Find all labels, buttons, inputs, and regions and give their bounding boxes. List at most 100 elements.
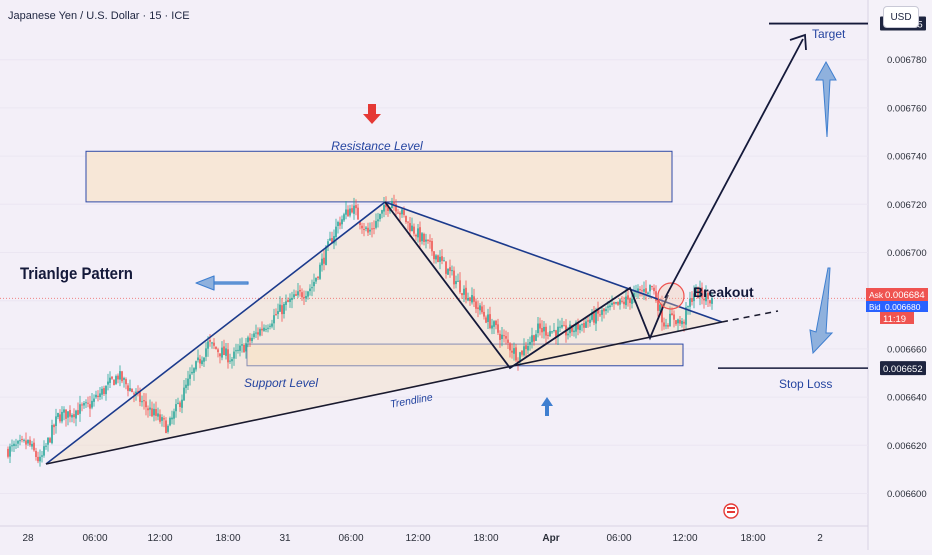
candle-body <box>603 308 605 312</box>
candle-body <box>265 328 267 330</box>
candle-body <box>109 377 111 383</box>
candle-body <box>649 284 651 292</box>
candle-body <box>531 335 533 343</box>
candle-body <box>245 343 247 352</box>
candle-body <box>637 288 639 292</box>
breakout-circle <box>657 282 685 310</box>
candle-body <box>171 417 173 420</box>
candle-body <box>49 438 51 443</box>
candle-body <box>297 291 299 296</box>
candle-body <box>41 455 43 457</box>
candle-body <box>325 246 327 265</box>
candle-body <box>397 212 399 214</box>
stop-loss-label: Stop Loss <box>779 377 832 391</box>
candle-body <box>571 325 573 332</box>
candle-body <box>173 411 175 419</box>
candle-body <box>659 304 661 312</box>
candle-body <box>125 379 127 385</box>
candle-body <box>115 376 117 384</box>
candle-body <box>59 414 61 422</box>
candle-body <box>313 281 315 287</box>
candle-body <box>19 440 21 442</box>
candle-body <box>599 314 601 316</box>
candle-body <box>319 264 321 279</box>
stop-price-tag <box>880 361 926 376</box>
candle-body <box>263 327 265 331</box>
ask-value: 0.006684 <box>885 290 925 301</box>
big-up-arrow <box>815 60 837 138</box>
candle-body <box>553 330 555 332</box>
candle-body <box>213 342 215 346</box>
candle-body <box>187 378 189 386</box>
candle-body <box>583 323 585 328</box>
candle-body <box>219 353 221 357</box>
candle-body <box>695 286 697 293</box>
candle-body <box>339 222 341 226</box>
candle-body <box>257 332 259 335</box>
y-tick-label: 0.006620 <box>887 441 927 452</box>
candle-body <box>673 314 675 320</box>
candle-body <box>111 376 113 379</box>
candle-body <box>47 437 49 445</box>
candle-body <box>167 425 169 432</box>
x-tick-label: 06:00 <box>338 533 363 544</box>
candle-body <box>15 444 17 446</box>
candle-body <box>39 456 41 462</box>
candle-body <box>103 388 105 394</box>
candle-body <box>355 205 357 209</box>
candle-body <box>669 313 671 327</box>
candle-body <box>541 328 543 333</box>
candle-body <box>699 287 701 298</box>
candle-body <box>581 324 583 326</box>
candle-body <box>489 314 491 329</box>
candle-body <box>211 342 213 344</box>
candle-body <box>37 456 39 462</box>
candle-body <box>285 301 287 305</box>
candle-body <box>179 402 181 407</box>
candle-body <box>513 348 515 354</box>
candle-body <box>683 321 685 324</box>
candle-body <box>221 347 223 358</box>
candle-body <box>609 305 611 308</box>
candle-body <box>539 323 541 329</box>
candle-body <box>123 378 125 380</box>
candle-body <box>527 345 529 351</box>
candle-body <box>703 298 705 301</box>
candle-body <box>607 306 609 308</box>
candle-body <box>643 289 645 292</box>
candle-body <box>93 398 95 402</box>
candle-body <box>209 340 211 342</box>
candle-body <box>511 350 513 353</box>
candle-body <box>279 304 281 312</box>
candle-body <box>589 319 591 323</box>
candle-body <box>413 226 415 234</box>
candle-body <box>307 291 309 297</box>
candle-body <box>407 221 409 223</box>
x-tick-label: 12:00 <box>405 533 430 544</box>
candle-body <box>525 345 527 350</box>
projection-arrow-line <box>664 38 804 299</box>
candle-body <box>585 321 587 328</box>
candle-body <box>169 417 171 426</box>
currency-button[interactable]: USD <box>883 6 919 28</box>
zigzag-wave <box>384 201 669 370</box>
candle-body <box>437 255 439 263</box>
candle-body <box>417 228 419 238</box>
left-arrow <box>195 275 249 291</box>
candle-body <box>323 257 325 264</box>
candle-body <box>223 346 225 356</box>
candle-body <box>27 439 29 444</box>
candle-body <box>419 227 421 242</box>
candle-body <box>273 315 275 324</box>
candle-body <box>549 331 551 337</box>
trendline-extension <box>721 310 779 323</box>
candle-body <box>463 288 465 295</box>
candle-body <box>711 298 713 304</box>
candle-body <box>293 294 295 298</box>
resistance-zone <box>85 150 673 203</box>
candle-body <box>95 394 97 398</box>
x-tick-label: 06:00 <box>82 533 107 544</box>
